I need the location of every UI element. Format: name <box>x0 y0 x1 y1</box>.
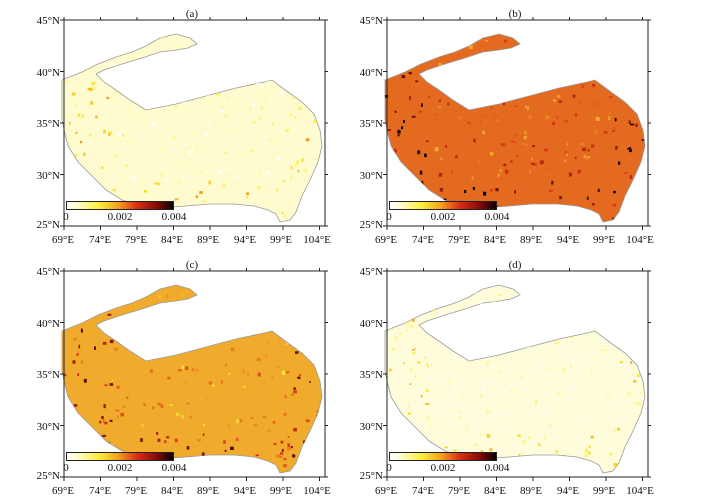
x-tick-d-79: 79°E <box>447 485 471 497</box>
plateau-region-a <box>61 33 323 223</box>
plateau-region-d <box>384 284 646 474</box>
colorbar-gradient-c <box>66 452 174 461</box>
colorbar-gradient-a <box>66 201 174 210</box>
map-panel-c: (c) 45°N 40°N 35°N 30°N 25°N 69°E 74°E 7… <box>0 251 360 503</box>
x-tick-c-99: 99°E <box>269 485 293 497</box>
x-tick-a-94: 94°E <box>233 234 257 246</box>
y-tick-b-25: 25°N <box>359 219 383 231</box>
x-tick-b-99: 99°E <box>592 234 616 246</box>
colorbar-label-d-1: 0.002 <box>430 462 456 474</box>
x-tick-d-69: 69°E <box>374 485 398 497</box>
y-tick-a-30: 30°N <box>36 170 60 182</box>
colorbar-label-c-0: 0 <box>63 462 69 474</box>
x-tick-c-69: 69°E <box>51 485 75 497</box>
x-tick-d-89: 89°E <box>519 485 543 497</box>
colorbar-label-c-2: 0.004 <box>161 462 187 474</box>
map-frame-a <box>60 17 328 230</box>
y-tick-b-40: 40°N <box>359 67 383 79</box>
panel-title-a: (a) <box>185 8 199 20</box>
y-tick-d-45: 45°N <box>359 266 383 278</box>
y-tick-a-35: 35°N <box>36 118 60 130</box>
map-frame-b <box>383 17 651 230</box>
y-tick-d-30: 30°N <box>359 421 383 433</box>
x-tick-d-84: 84°E <box>483 485 507 497</box>
x-tick-c-94: 94°E <box>233 485 257 497</box>
y-tick-d-25: 25°N <box>359 470 383 482</box>
colorbar-label-b-1: 0.002 <box>430 211 456 223</box>
colorbar-label-c-1: 0.002 <box>107 462 133 474</box>
y-tick-c-25: 25°N <box>36 470 60 482</box>
x-tick-a-104: 104°E <box>303 234 331 246</box>
panel-title-c: (c) <box>185 259 199 271</box>
x-tick-c-79: 79°E <box>124 485 148 497</box>
x-tick-c-89: 89°E <box>196 485 220 497</box>
y-tick-a-45: 45°N <box>36 15 60 27</box>
x-tick-d-104: 104°E <box>626 485 654 497</box>
plateau-region-b <box>384 33 646 223</box>
panel-title-d: (d) <box>508 259 522 271</box>
colorbar-label-d-0: 0 <box>386 462 392 474</box>
x-tick-c-84: 84°E <box>160 485 184 497</box>
map-panel-d: (d) 45°N 40°N 35°N 30°N 25°N 69°E 74°E 7… <box>323 251 683 503</box>
x-tick-a-74: 74°E <box>88 234 112 246</box>
x-tick-a-69: 69°E <box>51 234 75 246</box>
x-tick-b-74: 74°E <box>411 234 435 246</box>
y-tick-a-40: 40°N <box>36 67 60 79</box>
x-tick-d-74: 74°E <box>411 485 435 497</box>
colorbar-label-b-0: 0 <box>386 211 392 223</box>
y-tick-c-30: 30°N <box>36 421 60 433</box>
colorbar-c: 0 0.002 0.004 <box>63 452 186 476</box>
x-tick-b-94: 94°E <box>556 234 580 246</box>
y-tick-d-40: 40°N <box>359 318 383 330</box>
x-tick-c-104: 104°E <box>303 485 331 497</box>
y-tick-c-35: 35°N <box>36 369 60 381</box>
y-tick-b-45: 45°N <box>359 15 383 27</box>
plateau-region-c <box>61 284 323 474</box>
x-tick-d-99: 99°E <box>592 485 616 497</box>
y-tick-d-35: 35°N <box>359 369 383 381</box>
colorbar-label-a-1: 0.002 <box>107 211 133 223</box>
x-tick-c-74: 74°E <box>88 485 112 497</box>
map-panel-a: (a) 45°N 40°N 35°N 30°N 25°N 69°E 74°E 7… <box>0 0 360 252</box>
x-tick-a-99: 99°E <box>269 234 293 246</box>
y-tick-a-25: 25°N <box>36 219 60 231</box>
x-tick-b-89: 89°E <box>519 234 543 246</box>
y-tick-c-40: 40°N <box>36 318 60 330</box>
colorbar-b: 0 0.002 0.004 <box>386 201 509 225</box>
x-tick-b-79: 79°E <box>447 234 471 246</box>
map-frame-d <box>383 268 651 481</box>
x-tick-b-69: 69°E <box>374 234 398 246</box>
panel-title-b: (b) <box>508 8 522 20</box>
colorbar-a: 0 0.002 0.004 <box>63 201 186 225</box>
x-tick-b-84: 84°E <box>483 234 507 246</box>
y-tick-b-35: 35°N <box>359 118 383 130</box>
x-tick-b-104: 104°E <box>626 234 654 246</box>
colorbar-d: 0 0.002 0.004 <box>386 452 509 476</box>
colorbar-label-b-2: 0.004 <box>484 211 510 223</box>
y-tick-b-30: 30°N <box>359 170 383 182</box>
x-tick-a-79: 79°E <box>124 234 148 246</box>
map-panel-b: (b) 45°N 40°N 35°N 30°N 25°N 69°E 74°E 7… <box>323 0 683 252</box>
y-tick-c-45: 45°N <box>36 266 60 278</box>
map-frame-c <box>60 268 328 481</box>
x-tick-a-89: 89°E <box>196 234 220 246</box>
colorbar-gradient-b <box>389 201 497 210</box>
colorbar-label-a-2: 0.004 <box>161 211 187 223</box>
colorbar-label-d-2: 0.004 <box>484 462 510 474</box>
x-tick-d-94: 94°E <box>556 485 580 497</box>
colorbar-gradient-d <box>389 452 497 461</box>
x-tick-a-84: 84°E <box>160 234 184 246</box>
colorbar-label-a-0: 0 <box>63 211 69 223</box>
